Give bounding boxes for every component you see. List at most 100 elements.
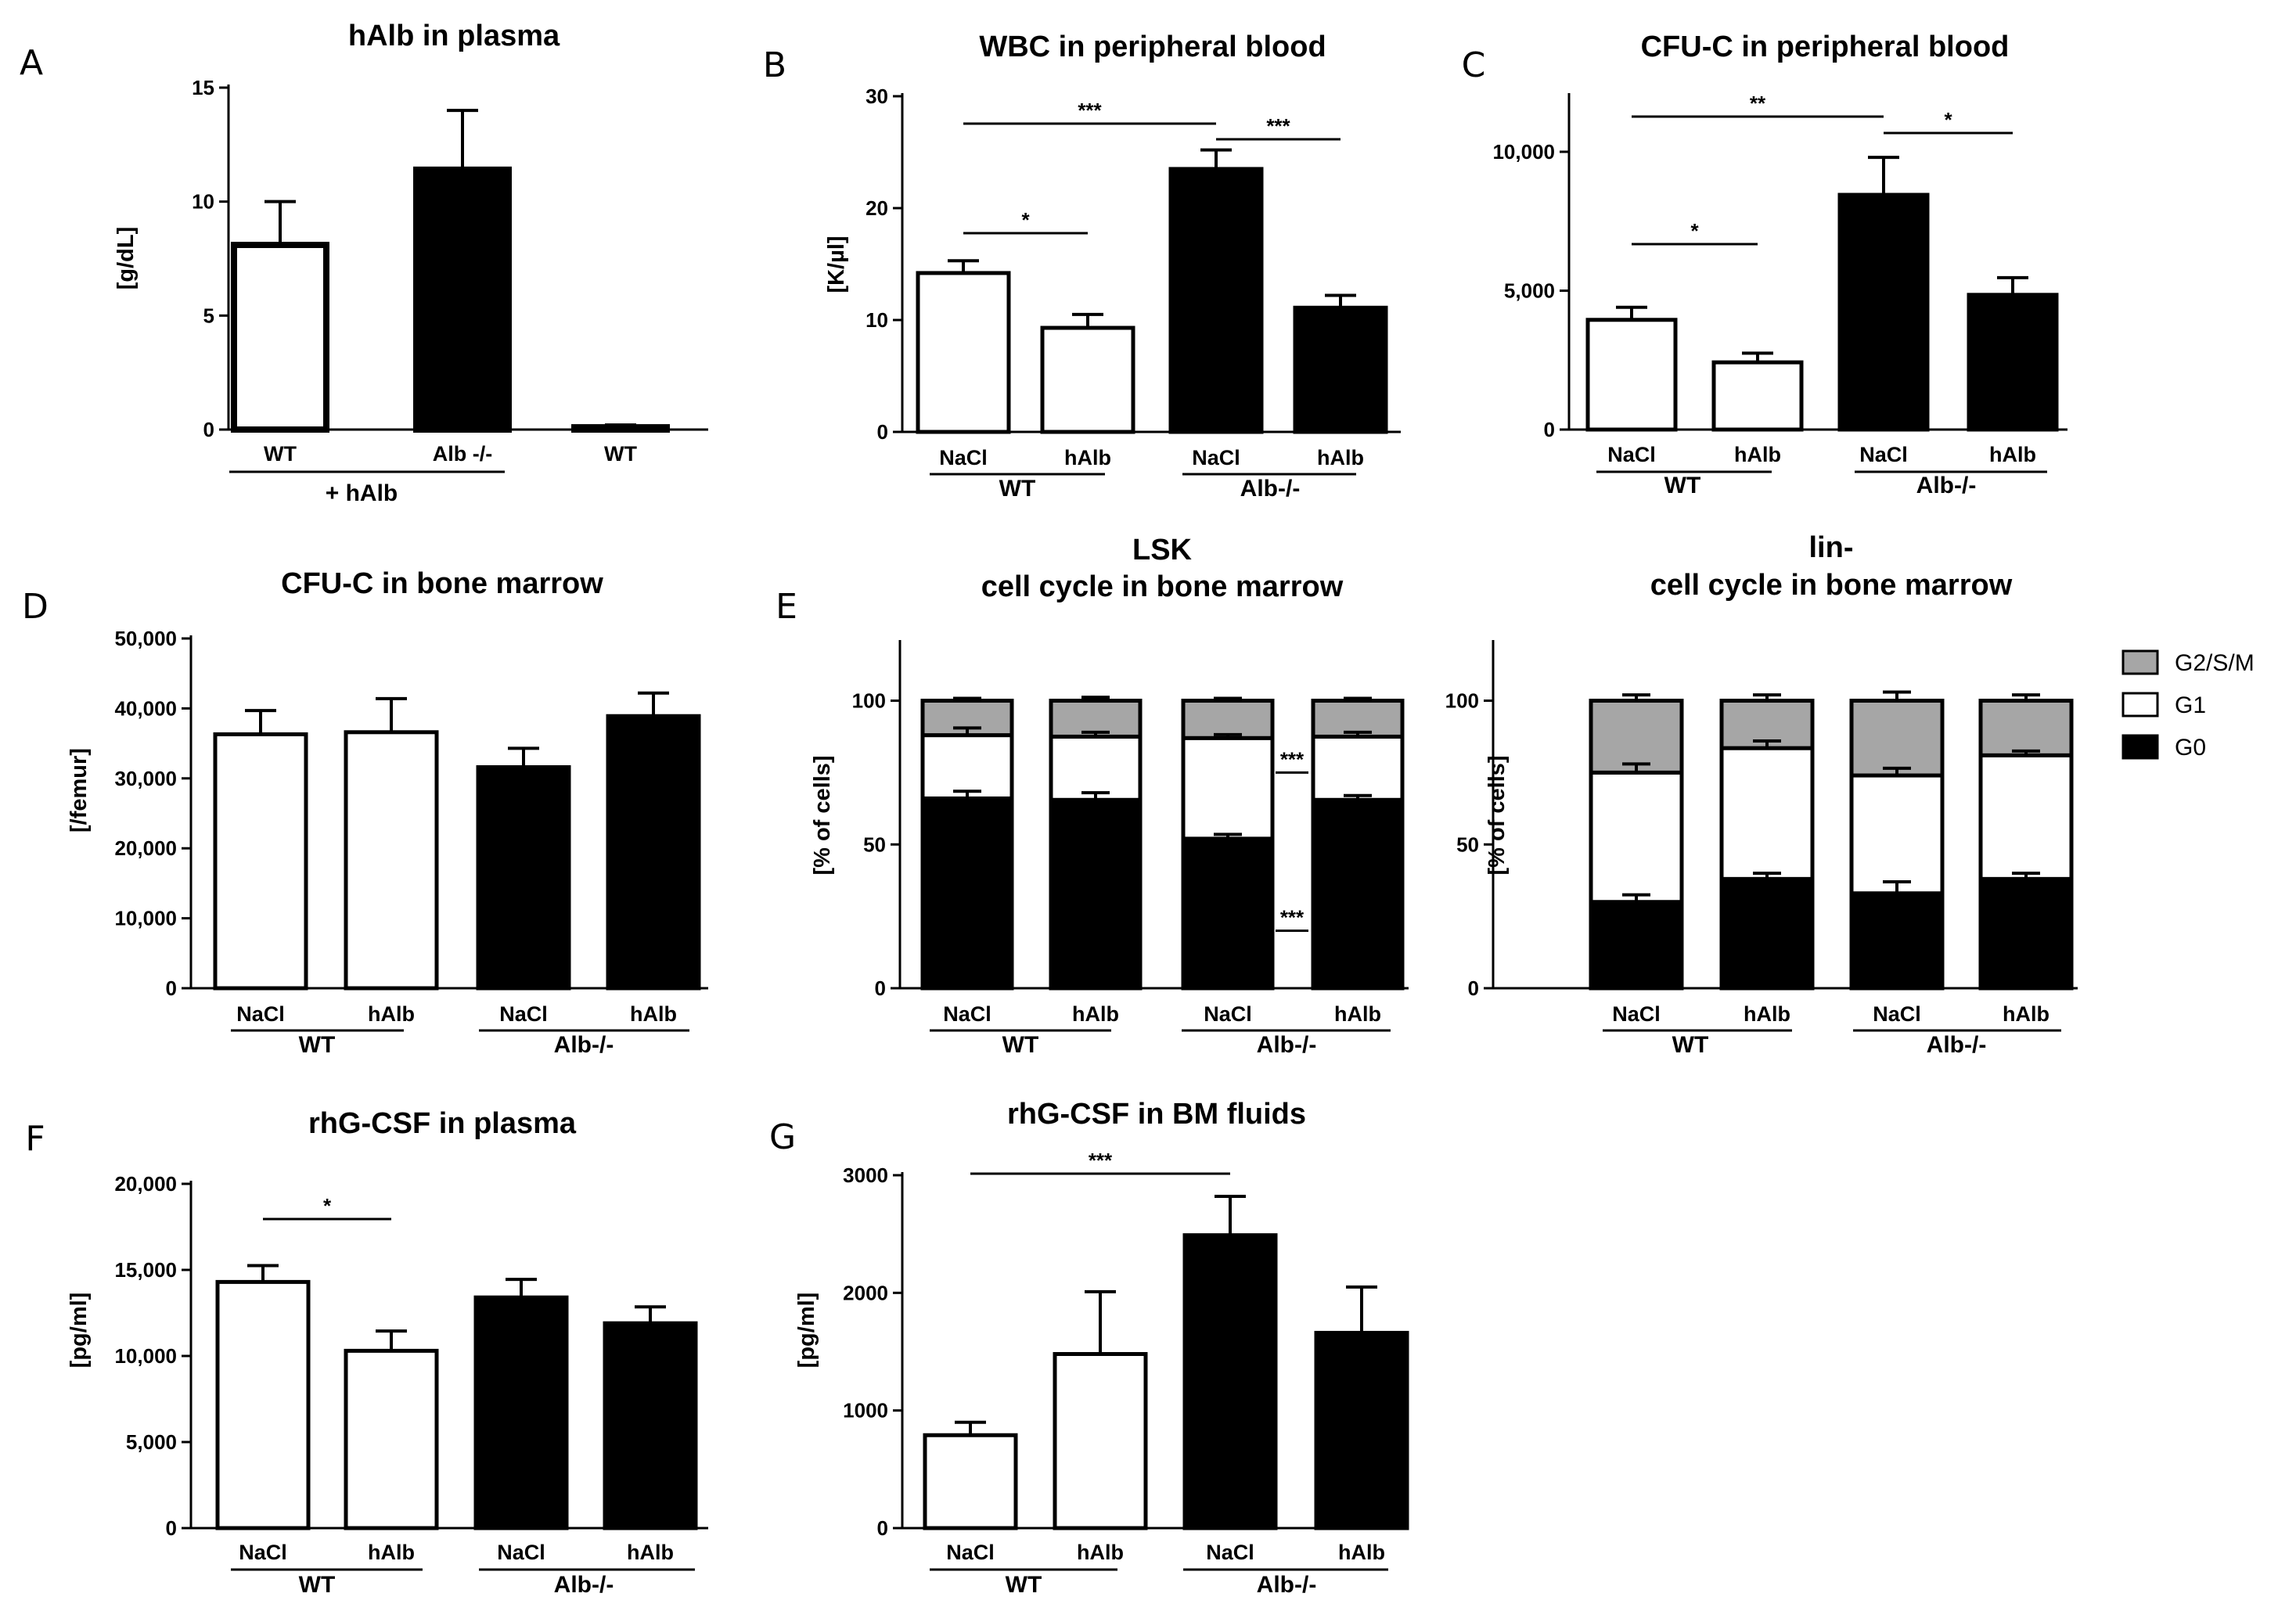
panel-g-group-label: WT — [1006, 1572, 1042, 1598]
panel-e2-bar-g2sm-1 — [1589, 699, 1684, 775]
panel-f-category-label: hAlb — [627, 1541, 674, 1564]
panel-d-y-tick-label: 20,000 — [114, 836, 177, 860]
panel-f-category-label: hAlb — [368, 1541, 415, 1564]
legend-label-g2sm: G2/S/M — [2175, 650, 2255, 676]
panel-g-y-label: [pg/ml] — [794, 1293, 819, 1368]
panel-f-y-tick-label: 5,000 — [126, 1430, 177, 1454]
panel-b-y-tick-label: 20 — [865, 196, 888, 220]
panel-d-y-label: [/femur] — [67, 748, 92, 833]
panel-a-category-label: WT — [604, 442, 637, 466]
panel-b-letter: B — [763, 45, 786, 85]
panel-e1-y-tick-label: 100 — [852, 689, 886, 713]
panel-b-bar-4 — [1293, 305, 1388, 434]
panel-c-letter: C — [1462, 45, 1486, 85]
panel-e1-title-line-2: cell cycle in bone marrow — [981, 570, 1344, 603]
panel-c-bar-3 — [1837, 192, 1930, 432]
panel-d-category-label: NaCl — [499, 1002, 548, 1026]
panel-a-y-tick-label: 10 — [192, 190, 214, 214]
panel-g-significance-label: *** — [1089, 1149, 1113, 1172]
panel-e2-category-label: hAlb — [1744, 1002, 1790, 1026]
panel-e1-category-label: NaCl — [943, 1002, 991, 1026]
panel-g-bar-3 — [1182, 1233, 1278, 1530]
panel-g-group-label: Alb-/- — [1257, 1572, 1317, 1598]
panel-e2-title-line-2: cell cycle in bone marrow — [1650, 569, 2013, 602]
panel-e1-group-label: Alb-/- — [1257, 1032, 1317, 1058]
panel-e1-category-label: NaCl — [1204, 1002, 1252, 1026]
panel-b-y-label: [K/µl] — [824, 236, 849, 293]
legend-swatch-g2sm — [2121, 649, 2159, 675]
panel-a-category-label: WT — [264, 442, 297, 466]
panel-e1-bar-g1-1 — [920, 733, 1014, 800]
panel-d-category-label: hAlb — [630, 1002, 677, 1026]
panel-c-significance-label: * — [1944, 108, 1952, 131]
panel-g-category-label: NaCl — [1206, 1541, 1254, 1564]
panel-e1-bar-g1-2 — [1049, 734, 1143, 802]
panel-e2-category-label: NaCl — [1873, 1002, 1921, 1026]
panel-b-category-label: NaCl — [1192, 446, 1240, 469]
panel-e2-bar-g1-4 — [1978, 753, 2074, 881]
panel-e1-y-tick-label: 50 — [863, 833, 886, 856]
panel-d-group-label: Alb-/- — [554, 1032, 614, 1058]
panel-e2-bar-g1-3 — [1849, 773, 1945, 896]
panel-e2-y-tick-label: 0 — [1468, 976, 1479, 1000]
panel-f-significance-label: * — [323, 1194, 332, 1217]
panel-e1-letter: E — [776, 587, 797, 627]
panel-b-category-label: hAlb — [1317, 446, 1364, 469]
panel-e1-bar-g1-3 — [1181, 735, 1275, 841]
panel-e2-y-tick-label: 50 — [1456, 833, 1479, 856]
panel-e2-bar-g2sm-4 — [1978, 699, 2074, 757]
panel-b-group-label: Alb-/- — [1240, 476, 1301, 502]
panel-b-category-label: NaCl — [939, 446, 988, 469]
panel-a-y-tick-label: 0 — [203, 418, 214, 441]
panel-b-y-tick-label: 30 — [865, 85, 888, 108]
panel-f-y-tick-label: 0 — [166, 1516, 177, 1540]
panel-g-category-label: NaCl — [946, 1541, 995, 1564]
panel-e1-title-line-1: LSK — [1132, 534, 1193, 566]
panel-d-y-tick-label: 50,000 — [114, 627, 177, 650]
panel-f-bar-3 — [473, 1295, 569, 1530]
panel-a-title: hAlb in plasma — [348, 20, 560, 52]
panel-e2-bar-g0-1 — [1589, 900, 1684, 991]
panel-e1-bar-g0-3 — [1181, 836, 1275, 991]
panel-f-category-label: NaCl — [497, 1541, 545, 1564]
panel-b-significance-label: * — [1021, 208, 1030, 232]
panel-g-category-label: hAlb — [1338, 1541, 1385, 1564]
panel-c-title: CFU-C in peripheral blood — [1641, 31, 2010, 63]
panel-a-bar-3 — [571, 424, 670, 433]
panel-e1-bar-g0-4 — [1311, 797, 1405, 991]
panel-e1-y-label: [% of cells] — [810, 755, 835, 875]
panel-e1-bar-g1-4 — [1311, 734, 1405, 802]
panel-c-bar-1 — [1585, 318, 1678, 432]
panel-a-letter: A — [20, 43, 43, 83]
panel-g-y-tick-label: 3000 — [843, 1163, 888, 1187]
panel-e1-bar-g0-2 — [1049, 797, 1143, 991]
panel-d-y-tick-label: 40,000 — [114, 696, 177, 720]
panel-d-letter: D — [22, 587, 49, 627]
panel-b-significance-label: *** — [1266, 114, 1290, 138]
panel-d-category-label: NaCl — [236, 1002, 285, 1026]
panel-d-title: CFU-C in bone marrow — [281, 567, 603, 600]
panel-d-y-tick-label: 30,000 — [114, 767, 177, 790]
panel-c-significance-label: ** — [1750, 92, 1766, 115]
panel-c-category-label: hAlb — [1734, 443, 1781, 466]
panel-d-y-tick-label: 0 — [166, 976, 177, 1000]
panel-e2-category-label: NaCl — [1612, 1002, 1661, 1026]
panel-e1-significance-label: *** — [1280, 906, 1305, 930]
panel-g-bar-1 — [923, 1433, 1018, 1530]
panel-e2-bar-g2sm-3 — [1849, 699, 1945, 778]
panel-g-title: rhG-CSF in BM fluids — [1007, 1098, 1306, 1131]
panel-g-letter: G — [769, 1117, 796, 1157]
panel-b-significance-label: *** — [1078, 99, 1102, 122]
panel-b-y-tick-label: 10 — [865, 308, 888, 332]
panel-e1-y-tick-label: 0 — [875, 976, 886, 1000]
panel-e2-y-tick-label: 100 — [1445, 689, 1479, 713]
panel-b-y-tick-label: 0 — [877, 420, 888, 444]
panel-c-bar-4 — [1967, 293, 2059, 432]
panel-e2-group-label: WT — [1672, 1032, 1709, 1058]
panel-g-y-tick-label: 2000 — [843, 1281, 888, 1304]
panel-f-bar-2 — [344, 1348, 439, 1530]
panel-e2-bar-g1-1 — [1589, 770, 1684, 905]
legend-swatch-g1 — [2121, 692, 2159, 717]
panel-c-category-label: hAlb — [1989, 443, 2036, 466]
panel-g-bar-2 — [1053, 1352, 1148, 1530]
